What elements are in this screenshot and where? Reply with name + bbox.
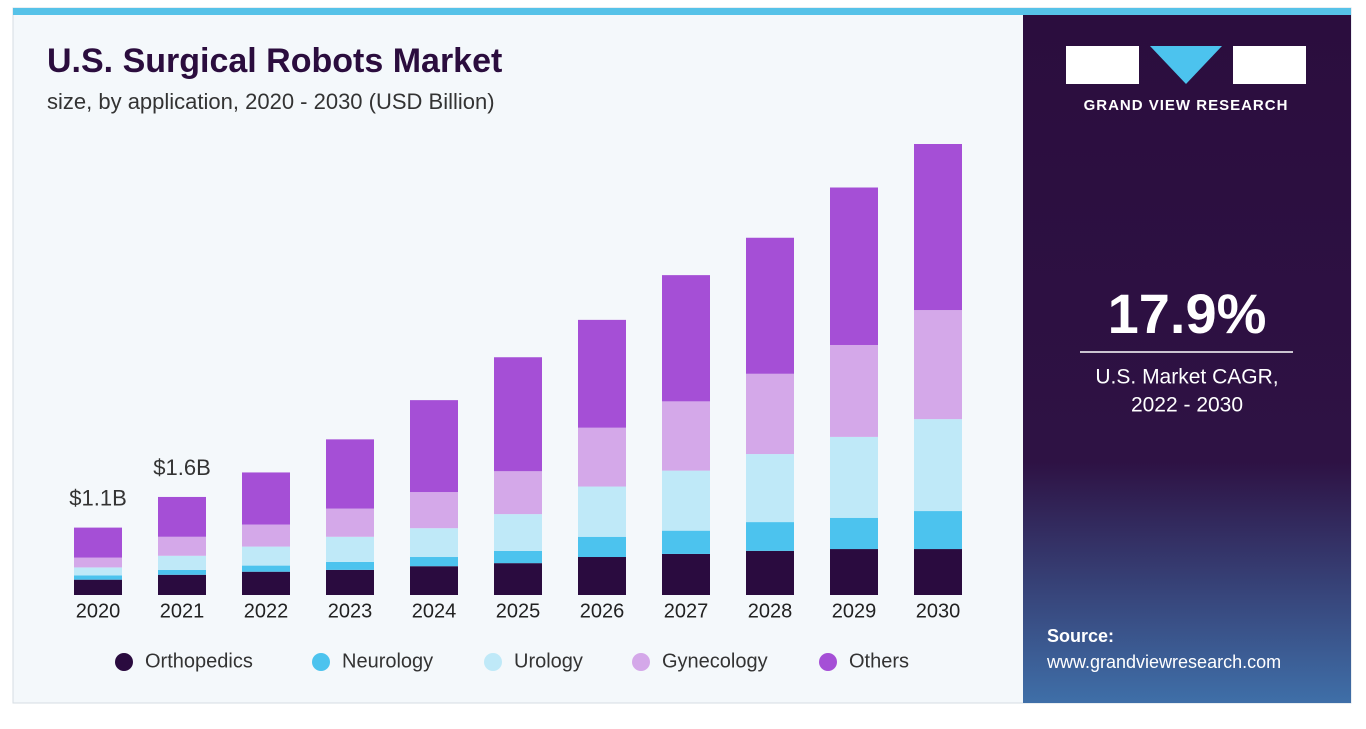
x-tick-label: 2030 bbox=[916, 600, 961, 622]
bar-segment bbox=[494, 514, 542, 551]
legend-label: Orthopedics bbox=[145, 650, 253, 672]
bar-segment bbox=[242, 546, 290, 566]
bar-segment bbox=[410, 566, 458, 595]
chart-subtitle: size, by application, 2020 - 2030 (USD B… bbox=[47, 89, 495, 114]
bar-segment bbox=[746, 373, 794, 455]
legend-label: Gynecology bbox=[662, 650, 768, 672]
bar-segment bbox=[914, 310, 962, 420]
legend-marker bbox=[819, 653, 837, 671]
total-label: $1.6B bbox=[153, 455, 211, 480]
bar-segment bbox=[746, 237, 794, 374]
legend-label: Others bbox=[849, 650, 909, 672]
bar-segment bbox=[830, 187, 878, 345]
cagr-caption: 2022 - 2030 bbox=[1131, 394, 1243, 417]
bar-segment bbox=[326, 536, 374, 562]
x-tick-label: 2022 bbox=[244, 600, 289, 622]
x-tick-label: 2026 bbox=[580, 600, 625, 622]
logo-block bbox=[1233, 46, 1306, 84]
source-url: www.grandviewresearch.com bbox=[1046, 652, 1281, 672]
bar-segment bbox=[410, 528, 458, 558]
x-tick-label: 2021 bbox=[160, 600, 205, 622]
bar-segment bbox=[830, 549, 878, 595]
bar-segment bbox=[158, 496, 206, 537]
legend-label: Urology bbox=[514, 650, 583, 672]
bar-segment bbox=[158, 569, 206, 575]
bar-segment bbox=[74, 527, 122, 558]
bar-segment bbox=[326, 569, 374, 595]
legend-marker bbox=[632, 653, 650, 671]
bar-segment bbox=[242, 565, 290, 572]
bar-segment bbox=[578, 536, 626, 558]
bar-segment bbox=[494, 357, 542, 472]
bar-segment bbox=[74, 557, 122, 568]
bar-segment bbox=[914, 511, 962, 550]
legend-marker bbox=[484, 653, 502, 671]
bar-segment bbox=[578, 557, 626, 595]
bar-segment bbox=[74, 575, 122, 580]
bar-segment bbox=[662, 470, 710, 531]
logo-block bbox=[1066, 46, 1139, 84]
bar-segment bbox=[662, 401, 710, 471]
bar-segment bbox=[746, 522, 794, 551]
bar-segment bbox=[494, 550, 542, 564]
bar-segment bbox=[74, 567, 122, 576]
bar-segment bbox=[830, 436, 878, 518]
chart-title: U.S. Surgical Robots Market bbox=[47, 42, 502, 80]
side-panel bbox=[1023, 15, 1351, 703]
bar-segment bbox=[746, 550, 794, 595]
bar-segment bbox=[578, 486, 626, 537]
bar-segment bbox=[326, 439, 374, 509]
logo bbox=[1066, 46, 1306, 84]
logo-triangle bbox=[1150, 46, 1222, 84]
cagr-caption: U.S. Market CAGR, bbox=[1095, 366, 1278, 389]
bar-segment bbox=[326, 508, 374, 537]
bar-segment bbox=[158, 536, 206, 556]
bar-segment bbox=[914, 549, 962, 595]
x-tick-label: 2028 bbox=[748, 600, 793, 622]
legend-marker bbox=[312, 653, 330, 671]
bar-segment bbox=[158, 555, 206, 570]
total-label: $1.1B bbox=[69, 485, 127, 510]
bar-segment bbox=[914, 144, 962, 311]
bar-segment bbox=[662, 553, 710, 595]
bar-segment bbox=[410, 492, 458, 529]
bar-segment bbox=[242, 571, 290, 595]
x-tick-label: 2023 bbox=[328, 600, 373, 622]
bar-segment bbox=[830, 344, 878, 437]
bar-segment bbox=[410, 557, 458, 567]
bar-segment bbox=[578, 427, 626, 487]
bar-segment bbox=[494, 563, 542, 595]
bar-segment bbox=[242, 524, 290, 547]
x-tick-label: 2025 bbox=[496, 600, 541, 622]
x-tick-label: 2024 bbox=[412, 600, 457, 622]
bar-segment bbox=[326, 561, 374, 570]
bar-segment bbox=[410, 400, 458, 493]
legend-marker bbox=[115, 653, 133, 671]
bar-segment bbox=[158, 574, 206, 595]
bar-segment bbox=[830, 517, 878, 550]
bar-segment bbox=[242, 472, 290, 525]
bar-segment bbox=[746, 454, 794, 523]
legend-label: Neurology bbox=[342, 650, 433, 672]
bar-segment bbox=[662, 275, 710, 402]
source-label: Source: bbox=[1047, 626, 1114, 646]
brand: GRAND VIEW RESEARCH bbox=[1084, 97, 1289, 114]
x-tick-label: 2020 bbox=[76, 600, 121, 622]
x-tick-label: 2027 bbox=[664, 600, 709, 622]
cagr-value: 17.9% bbox=[1108, 282, 1267, 345]
top-bar bbox=[13, 8, 1351, 15]
bar-segment bbox=[578, 319, 626, 428]
bar-segment bbox=[662, 530, 710, 554]
bar-segment bbox=[74, 579, 122, 595]
bar-segment bbox=[494, 471, 542, 515]
x-tick-label: 2029 bbox=[832, 600, 877, 622]
bar-segment bbox=[914, 419, 962, 512]
